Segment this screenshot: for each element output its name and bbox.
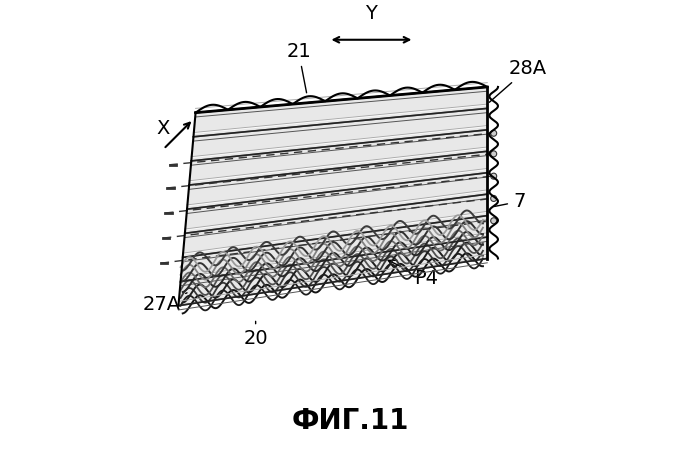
Text: 27A: 27A bbox=[142, 293, 187, 314]
Circle shape bbox=[491, 195, 497, 202]
Text: P4: P4 bbox=[389, 260, 438, 288]
Text: ФИГ.11: ФИГ.11 bbox=[291, 408, 409, 436]
Text: Y: Y bbox=[365, 4, 377, 23]
Text: X: X bbox=[157, 119, 170, 139]
Circle shape bbox=[491, 218, 497, 224]
Polygon shape bbox=[178, 87, 487, 306]
Circle shape bbox=[491, 151, 497, 157]
Text: 21: 21 bbox=[286, 42, 311, 93]
Text: 28A: 28A bbox=[489, 59, 547, 102]
Circle shape bbox=[491, 130, 497, 136]
Text: 20: 20 bbox=[244, 321, 268, 348]
Text: 7: 7 bbox=[494, 192, 526, 211]
Circle shape bbox=[491, 173, 497, 179]
